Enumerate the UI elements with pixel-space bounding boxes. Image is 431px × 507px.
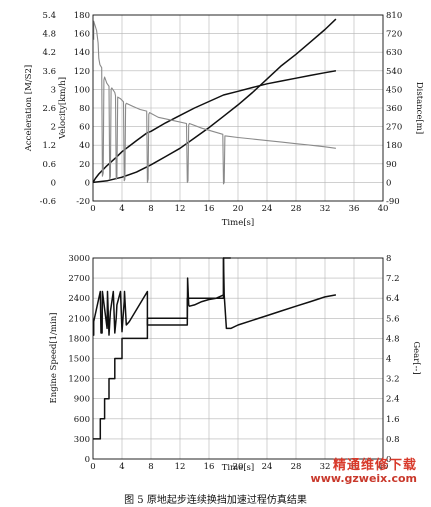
velocity-tick-label: 60	[79, 123, 90, 133]
distance-tick-label: 630	[386, 48, 402, 58]
bottom-x-tick-label: 16	[204, 462, 215, 472]
acceleration-tick-label: 1.2	[42, 141, 56, 151]
top-x-tick-label: 32	[320, 204, 331, 214]
acceleration-tick-label: 3.6	[42, 67, 56, 77]
acceleration-tick-label: 5.4	[42, 11, 56, 21]
acceleration-tick-label: 4.8	[42, 30, 56, 40]
acceleration-tick-label: 3	[51, 85, 56, 95]
distance-tick-label: 720	[386, 30, 402, 40]
acceleration-tick-label: 4.2	[42, 48, 56, 58]
site-watermark: 精通维修下载 www.gzweix.com	[311, 459, 417, 485]
velocity-tick-label: 140	[74, 48, 90, 58]
velocity-series-line	[92, 70, 337, 183]
distance-tick-label: 0	[386, 178, 391, 188]
engine-speed-tick-label: 2700	[68, 274, 90, 284]
figure-caption: 图 5 原地起步连续换挡加速过程仿真结果	[124, 495, 307, 506]
acceleration-axis-label: Acceleration [M/S2]	[24, 65, 34, 152]
top-chart-frame	[92, 14, 384, 202]
distance-tick-label: 180	[386, 141, 402, 151]
gear-series-line	[93, 257, 231, 440]
bottom-x-tick-label: 32	[320, 462, 331, 472]
distance-series-line	[92, 18, 337, 184]
acceleration-tick-label: 0.6	[42, 160, 56, 170]
gear-tick-label: 2.4	[386, 395, 400, 405]
gear-tick-label: 5.6	[386, 314, 400, 324]
bottom-x-tick-label: 40	[378, 462, 389, 472]
engine_speed-series-line	[92, 257, 337, 336]
top-x-tick-label: 12	[175, 204, 186, 214]
bottom-x-tick-label: 8	[148, 462, 153, 472]
engine-speed-tick-label: 2400	[68, 294, 90, 304]
bottom-x-tick-label: 36	[349, 462, 360, 472]
velocity-tick-label: 40	[79, 141, 90, 151]
velocity-tick-label: 120	[74, 67, 90, 77]
distance-tick-label: 540	[386, 67, 402, 77]
distance-tick-label: -90	[386, 197, 400, 207]
gear-tick-label: 8	[386, 254, 391, 264]
top-x-tick-label: 28	[291, 204, 302, 214]
distance-tick-label: 360	[386, 104, 402, 114]
bottom-chart-frame	[92, 257, 384, 460]
bottom-x-tick-label: 20	[233, 462, 244, 472]
gear-tick-label: 0.8	[386, 435, 400, 445]
engine-speed-tick-label: 1200	[68, 375, 90, 385]
gear-tick-label: 3.2	[386, 375, 400, 385]
acceleration-tick-label: 2	[51, 123, 56, 133]
engine-speed-tick-label: 2100	[68, 314, 90, 324]
watermark-site-url: www.gzweix.com	[310, 472, 417, 485]
velocity-tick-label: 0	[85, 178, 90, 188]
engine-speed-tick-label: 600	[74, 415, 90, 425]
top-x-tick-label: 40	[378, 204, 389, 214]
bottom-x-tick-label: 24	[262, 462, 273, 472]
top-x-tick-label: 24	[262, 204, 273, 214]
acceleration-tick-label: 0	[51, 178, 56, 188]
engine-speed-tick-label: 0	[85, 455, 90, 465]
top-time-axis-label: Time[s]	[222, 218, 254, 228]
gear-axis-label: Gear[--]	[411, 341, 421, 374]
velocity-tick-label: 160	[74, 30, 90, 40]
bottom-x-tick-label: 28	[291, 462, 302, 472]
top-x-tick-label: 20	[233, 204, 244, 214]
engine-speed-tick-label: 3000	[68, 254, 90, 264]
velocity-axis-label: Velocity[km/h]	[58, 77, 68, 140]
top-x-tick-label: 8	[148, 204, 153, 214]
engine-speed-tick-label: 300	[74, 435, 90, 445]
velocity-tick-label: -20	[76, 197, 90, 207]
gear-tick-label: 4.8	[386, 334, 400, 344]
top-x-tick-label: 36	[349, 204, 360, 214]
gear-tick-label: 1.6	[386, 415, 400, 425]
bottom-x-tick-label: 0	[90, 462, 95, 472]
engine-speed-tick-label: 1500	[68, 355, 90, 365]
bottom-x-tick-label: 12	[175, 462, 186, 472]
gear-tick-label: 0	[386, 455, 391, 465]
distance-tick-label: 270	[386, 123, 402, 133]
distance-tick-label: 450	[386, 85, 402, 95]
engine-speed-tick-label: 1800	[68, 334, 90, 344]
watermark-site-name: 精通维修下载	[332, 458, 417, 473]
gear-tick-label: 4	[386, 355, 391, 365]
velocity-tick-label: 20	[79, 160, 90, 170]
velocity-tick-label: 80	[79, 104, 90, 114]
velocity-tick-label: 100	[74, 85, 90, 95]
top-x-tick-label: 4	[119, 204, 124, 214]
gear-tick-label: 7.2	[386, 274, 400, 284]
distance-tick-label: 810	[386, 11, 402, 21]
acceleration-tick-label: -0.6	[40, 197, 56, 207]
engine-speed-axis-label: Engine Speed[1/min]	[49, 313, 59, 404]
acceleration-tick-label: 2.6	[42, 104, 56, 114]
acceleration-series-line	[93, 20, 336, 185]
top-x-tick-label: 0	[90, 204, 95, 214]
distance-tick-label: 90	[386, 160, 397, 170]
engine-speed-tick-label: 900	[74, 395, 90, 405]
bottom-time-axis-label: Time[s]	[222, 463, 254, 473]
top-x-tick-label: 16	[204, 204, 215, 214]
gear-tick-label: 6.4	[386, 294, 400, 304]
bottom-x-tick-label: 4	[119, 462, 124, 472]
velocity-tick-label: 180	[74, 11, 90, 21]
distance-axis-label: Distance[m]	[414, 82, 424, 134]
